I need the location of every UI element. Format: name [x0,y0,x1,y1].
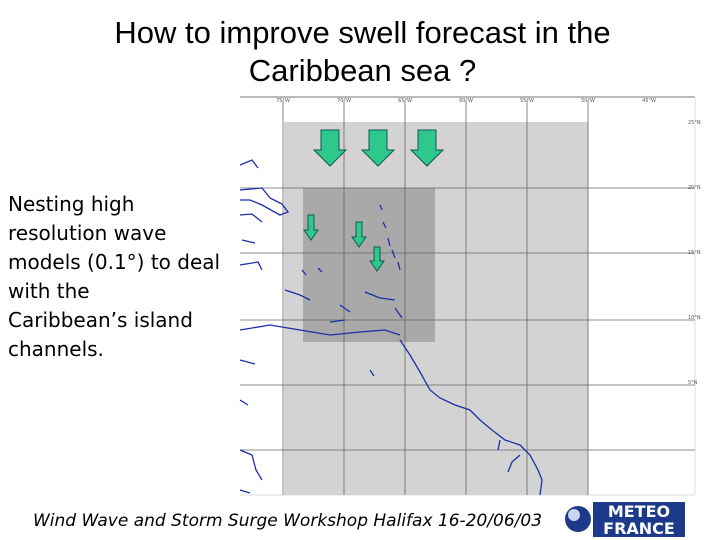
body-line: channels. [8,337,104,361]
coastline [239,159,543,496]
body-line: with the [8,279,90,303]
longitude-label: 75°W [276,98,290,104]
logo-text: METEO [608,502,670,521]
body-line: Nesting high [8,192,135,216]
latitude-label: 20°N [688,185,701,191]
body-text: Nesting high resolution wave models (0.1°)… [8,190,243,364]
longitude-label: 70°W [337,98,351,104]
nested-domain [303,188,435,342]
latitude-label: 15°N [688,250,701,256]
footer: Wind Wave and Storm Surge Workshop Halif… [33,511,543,531]
slide-title: How to improve swell forecast in the Car… [114,15,611,88]
swell-arrows [303,129,445,272]
body-line: Caribbean’s island [8,308,193,332]
longitude-label: 65°W [398,98,412,104]
grid [240,100,695,495]
body-line: resolution wave [8,221,167,245]
latitude-label: 10°N [688,315,701,321]
logo-text: FRANCE [603,519,675,538]
longitude-label: 60°W [459,98,473,104]
longitude-label: 55°W [520,98,534,104]
latitude-label: 5°N [688,380,698,386]
longitude-label: 50°W [581,98,595,104]
latitude-label: 25°N [688,120,701,126]
body-line: models (0.1°) to deal [8,250,221,274]
longitude-label: 45°W [642,98,656,104]
logo: METEO FRANCE [565,500,685,538]
